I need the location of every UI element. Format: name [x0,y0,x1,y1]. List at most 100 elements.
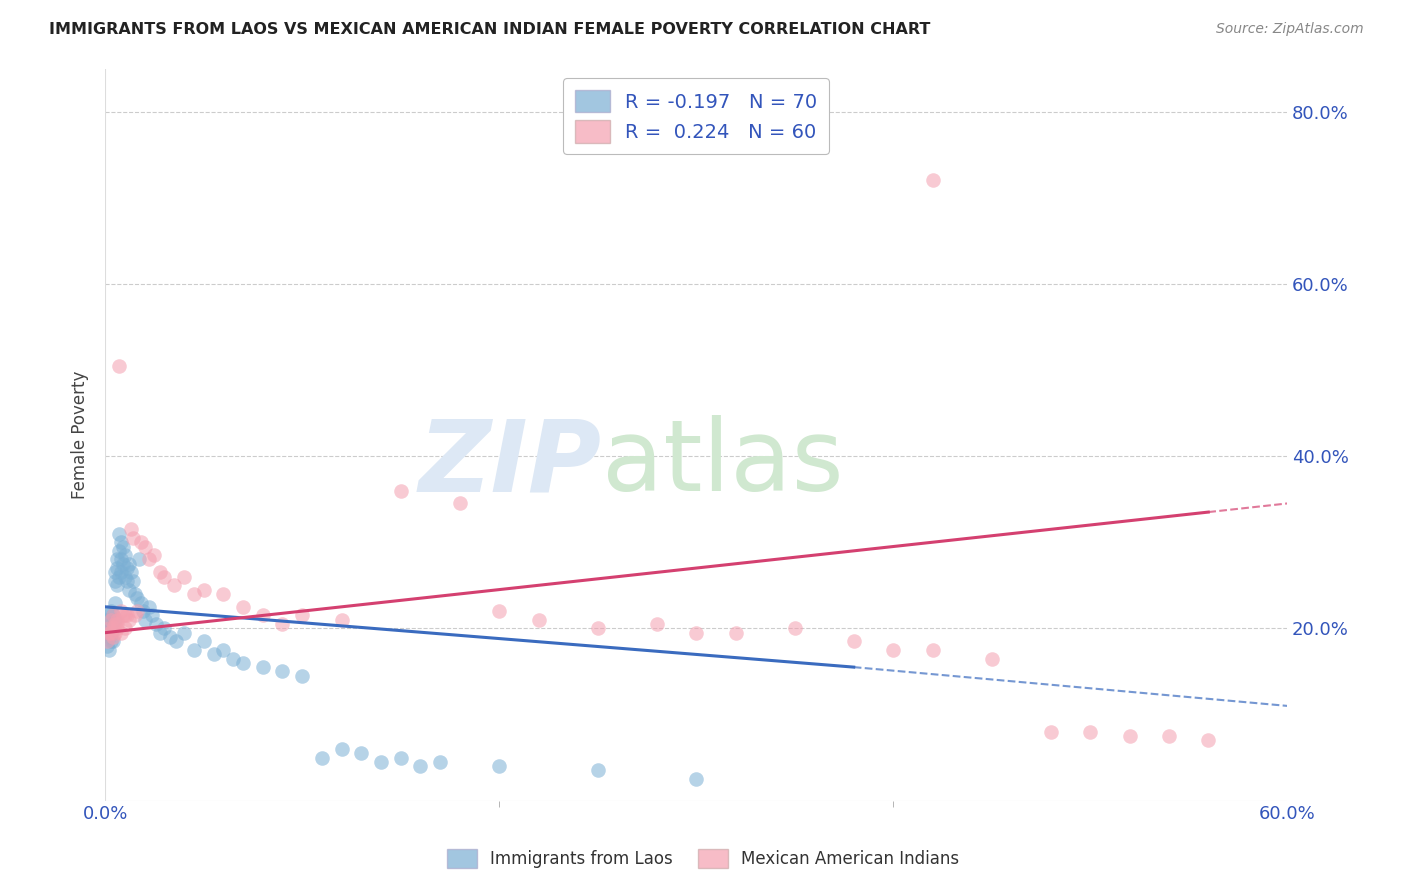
Point [96,634,118,648]
Point [134,613,156,627]
Point [110,604,132,618]
Point [1078,724,1101,739]
Legend: R = -0.197   N = 70, R =  0.224   N = 60: R = -0.197 N = 70, R = 0.224 N = 60 [564,78,830,154]
Point [114,548,136,562]
Point [110,535,132,549]
Point [110,625,132,640]
Text: atlas: atlas [602,416,844,512]
Point [104,574,127,588]
Point [183,587,205,601]
Point [120,522,142,536]
Point [138,599,160,614]
Point [105,578,128,592]
Point [100,604,122,618]
Point [98,621,121,635]
Point [129,535,152,549]
Point [96,625,118,640]
Legend: Immigrants from Laos, Mexican American Indians: Immigrants from Laos, Mexican American I… [440,842,966,875]
Point [586,764,609,778]
Point [488,759,510,773]
Point [100,613,122,627]
Point [389,483,412,498]
Point [252,660,274,674]
Point [143,548,166,562]
Point [370,755,392,769]
Point [101,634,124,648]
Point [105,552,128,566]
Point [104,613,127,627]
Point [183,643,205,657]
Point [124,608,146,623]
Point [98,608,121,623]
Point [138,552,160,566]
Point [232,656,254,670]
Point [212,587,235,601]
Point [98,625,121,640]
Point [193,634,215,648]
Point [980,651,1002,665]
Point [96,613,118,627]
Point [449,496,471,510]
Point [724,625,747,640]
Point [105,617,128,632]
Point [101,608,124,623]
Point [125,604,148,618]
Point [98,621,121,635]
Point [129,595,152,609]
Point [114,570,136,584]
Point [108,526,131,541]
Point [222,651,245,665]
Point [104,617,127,632]
Text: Source: ZipAtlas.com: Source: ZipAtlas.com [1216,22,1364,37]
Point [108,359,131,373]
Point [921,643,943,657]
Point [105,561,128,575]
Point [141,608,163,623]
Point [118,582,141,597]
Point [128,552,150,566]
Point [1039,724,1062,739]
Point [111,540,134,554]
Point [685,772,707,786]
Y-axis label: Female Poverty: Female Poverty [72,370,89,499]
Point [131,604,153,618]
Point [1157,729,1180,743]
Point [232,599,254,614]
Point [100,634,122,648]
Point [212,643,235,657]
Point [134,540,156,554]
Point [163,578,186,592]
Point [105,621,128,635]
Text: IMMIGRANTS FROM LAOS VS MEXICAN AMERICAN INDIAN FEMALE POVERTY CORRELATION CHART: IMMIGRANTS FROM LAOS VS MEXICAN AMERICAN… [49,22,931,37]
Point [111,557,134,571]
Point [100,625,122,640]
Point [882,643,904,657]
Point [111,608,134,623]
Point [114,621,136,635]
Point [125,591,148,606]
Point [330,742,353,756]
Point [100,617,122,632]
Point [114,608,136,623]
Point [330,613,353,627]
Point [271,665,294,679]
Point [252,608,274,623]
Point [100,625,122,640]
Point [173,570,195,584]
Point [159,630,181,644]
Point [115,608,138,623]
Point [101,630,124,644]
Point [350,746,373,760]
Point [124,587,146,601]
Point [101,608,124,623]
Point [98,643,121,657]
Point [104,625,127,640]
Point [193,582,215,597]
Point [145,617,167,632]
Point [149,566,172,580]
Point [96,639,118,653]
Point [527,613,550,627]
Point [165,634,187,648]
Point [115,561,138,575]
Point [98,630,121,644]
